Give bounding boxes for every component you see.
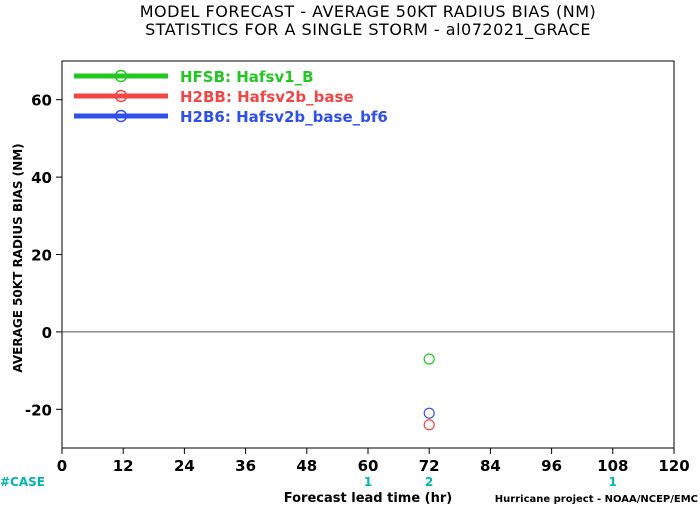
case-counts: 1 2 1 xyxy=(364,475,617,489)
x-tick-label: 48 xyxy=(296,457,317,475)
y-tick-label: 40 xyxy=(31,169,52,187)
x-tick-label: 0 xyxy=(57,457,67,475)
x-tick-label: 84 xyxy=(480,457,501,475)
y-tick-label: 0 xyxy=(42,324,52,342)
x-tick-label: 60 xyxy=(358,457,379,475)
legend-marker xyxy=(114,109,128,123)
y-tick-label: 20 xyxy=(31,247,52,265)
data-point xyxy=(423,353,435,365)
x-tick-label: 12 xyxy=(113,457,134,475)
x-axis-label: Forecast lead time (hr) xyxy=(284,491,452,506)
x-tick-label: 120 xyxy=(658,457,689,475)
x-tick-label: 96 xyxy=(541,457,562,475)
credit-text: Hurricane project - NOAA/NCEP/EMC xyxy=(495,494,698,505)
data-points xyxy=(423,353,435,431)
y-tick-label: 60 xyxy=(31,92,52,110)
x-tick-label: 36 xyxy=(235,457,256,475)
x-tick-label: 72 xyxy=(419,457,440,475)
case-count: 1 xyxy=(609,475,617,489)
chart-subtitle: STATISTICS FOR A SINGLE STORM - al072021… xyxy=(145,20,591,40)
legend-marker xyxy=(114,69,128,83)
data-point xyxy=(423,419,435,431)
x-tick-label: 108 xyxy=(597,457,628,475)
x-axis: 0 12 24 36 48 60 72 84 96 108 120 xyxy=(57,448,690,475)
legend: HFSB: Hafsv1_B H2BB: Hafsv2b_base H2B6: Ha… xyxy=(74,68,388,126)
case-count: 1 xyxy=(364,475,372,489)
case-count: 2 xyxy=(425,475,433,489)
y-tick-label: -20 xyxy=(25,401,52,419)
chart-title: MODEL FORECAST - AVERAGE 50KT RADIUS BIA… xyxy=(140,2,597,21)
x-tick-label: 24 xyxy=(174,457,195,475)
legend-label: H2BB: Hafsv2b_base xyxy=(180,88,354,106)
case-count-label: #CASE xyxy=(0,475,45,489)
legend-label: H2B6: Hafsv2b_base_bf6 xyxy=(180,108,388,126)
y-axis-label: AVERAGE 50KT RADIUS BIAS (NM) xyxy=(11,143,25,372)
legend-marker xyxy=(114,89,128,103)
data-point xyxy=(423,407,435,419)
legend-label: HFSB: Hafsv1_B xyxy=(180,68,314,86)
y-axis: -20 0 20 40 60 xyxy=(25,92,62,419)
